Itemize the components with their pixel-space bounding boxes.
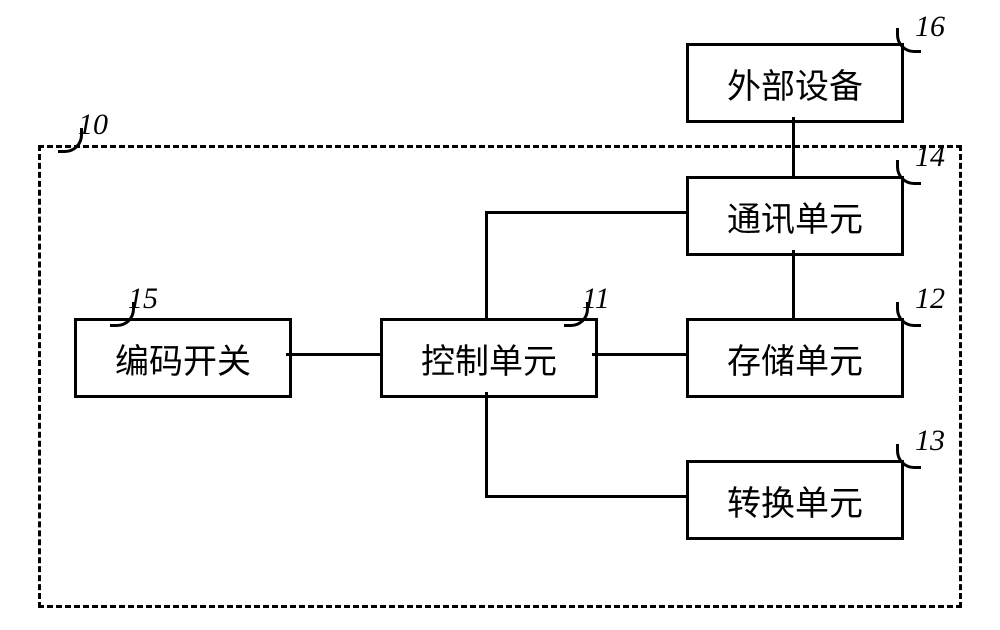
label-comm-unit: 通讯单元	[727, 192, 863, 241]
conn-control-convert-v	[485, 392, 488, 495]
conn-control-comm-v	[485, 211, 488, 318]
diagram-stage: 外部设备 通讯单元 存储单元 转换单元 控制单元 编码开关 16 14 12 1…	[0, 0, 1000, 630]
label-control-unit: 控制单元	[421, 334, 557, 383]
conn-external-to-comm	[792, 117, 795, 176]
label-storage-unit: 存储单元	[727, 334, 863, 383]
box-convert-unit: 转换单元	[686, 460, 904, 540]
label-code-switch: 编码开关	[115, 334, 251, 383]
conn-comm-to-storage	[792, 250, 795, 318]
box-storage-unit: 存储单元	[686, 318, 904, 398]
conn-control-comm-h	[485, 211, 686, 214]
conn-control-convert-h	[485, 495, 686, 498]
label-external-device: 外部设备	[727, 59, 863, 108]
box-code-switch: 编码开关	[74, 318, 292, 398]
box-external-device: 外部设备	[686, 43, 904, 123]
conn-control-to-storage	[592, 353, 686, 356]
box-control-unit: 控制单元	[380, 318, 598, 398]
label-convert-unit: 转换单元	[727, 476, 863, 525]
box-comm-unit: 通讯单元	[686, 176, 904, 256]
conn-switch-to-control	[286, 353, 380, 356]
